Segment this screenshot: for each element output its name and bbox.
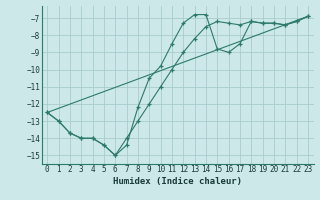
X-axis label: Humidex (Indice chaleur): Humidex (Indice chaleur) <box>113 177 242 186</box>
